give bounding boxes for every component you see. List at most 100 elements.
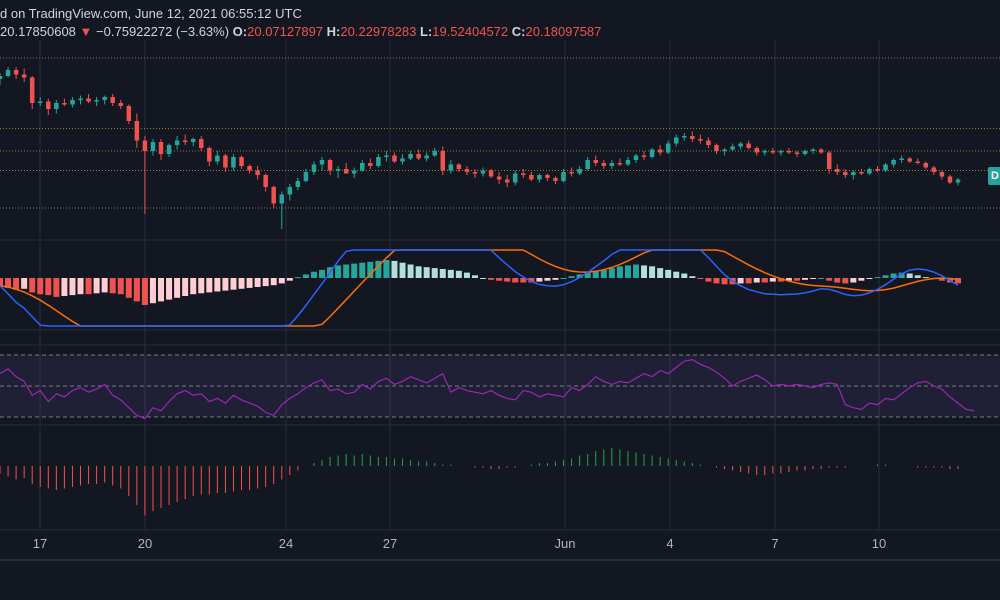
- macd-histogram-bar: [351, 263, 358, 278]
- macd-histogram-bar: [938, 278, 945, 281]
- candle-body: [698, 139, 703, 141]
- candle-body: [649, 149, 655, 157]
- macd-histogram-bar: [13, 278, 20, 290]
- oscillator-pane: [0, 448, 959, 516]
- macd-histogram-bar: [705, 278, 712, 282]
- candle-body: [738, 143, 743, 147]
- candle-body: [947, 176, 953, 183]
- candle-body: [923, 163, 929, 168]
- macd-histogram-bar: [689, 276, 696, 278]
- close-label: C:: [511, 24, 526, 39]
- down-arrow-icon: ▼: [79, 24, 93, 39]
- macd-histogram-bar: [568, 276, 575, 278]
- macd-histogram-bar: [600, 269, 607, 278]
- macd-histogram-bar: [665, 269, 672, 278]
- macd-histogram-bar: [174, 278, 181, 298]
- macd-histogram-bar: [278, 278, 285, 284]
- macd-histogram-bar: [158, 278, 165, 302]
- candle-body: [110, 97, 115, 103]
- candle-body: [722, 149, 727, 151]
- macd-histogram-bar: [793, 278, 800, 281]
- candle-body: [730, 146, 735, 150]
- candle-body: [408, 154, 413, 159]
- candle-body: [384, 155, 389, 157]
- macd-histogram-bar: [906, 273, 913, 278]
- candle-body: [126, 106, 132, 121]
- candle-body: [569, 172, 574, 174]
- candle-body: [867, 169, 872, 174]
- candle-body: [537, 175, 542, 180]
- candle-body: [496, 176, 502, 180]
- candle-body: [521, 173, 526, 175]
- low-value: 19.52404572: [432, 24, 509, 39]
- candle-body: [311, 164, 317, 172]
- macd-histogram-bar: [407, 264, 414, 278]
- macd-histogram-bar: [576, 274, 583, 278]
- macd-histogram-bar: [818, 278, 825, 279]
- macd-histogram-bar: [141, 278, 148, 305]
- macd-histogram-bar: [898, 272, 905, 278]
- candle-body: [875, 169, 880, 171]
- candle-body: [239, 157, 244, 166]
- macd-histogram-bar: [922, 277, 929, 279]
- candle-body: [633, 155, 639, 160]
- candle-body: [327, 160, 333, 171]
- macd-histogram-bar: [61, 278, 68, 296]
- x-tick-label: 4: [666, 536, 673, 551]
- macd-histogram-bar: [0, 278, 3, 287]
- candle-body: [231, 157, 236, 168]
- macd-histogram-bar: [882, 275, 889, 278]
- macd-histogram-bar: [431, 268, 438, 278]
- candle-body: [617, 163, 623, 165]
- macd-histogram-bar: [520, 278, 527, 283]
- candle-body: [134, 121, 140, 141]
- x-axis: 17 20 24 27 Jun 4 7 10: [0, 536, 1000, 561]
- macd-histogram-bar: [673, 271, 680, 278]
- macd-histogram-bar: [536, 278, 543, 282]
- rsi-line: [0, 358, 975, 420]
- x-tick-label: 7: [771, 536, 778, 551]
- macd-histogram-bar: [552, 278, 559, 280]
- candle-body: [440, 151, 446, 171]
- macd-histogram-bar: [616, 266, 623, 278]
- candle-body: [480, 170, 486, 174]
- source-line: d on TradingView.com, June 12, 2021 06:5…: [0, 6, 302, 21]
- candle-body: [851, 172, 856, 175]
- candle-body: [207, 148, 212, 162]
- macd-histogram-bar: [842, 278, 849, 284]
- open-label: O:: [232, 24, 248, 39]
- candle-body: [472, 172, 478, 174]
- macd-histogram-bar: [319, 269, 326, 278]
- candle-body: [899, 158, 904, 160]
- candle-body: [488, 170, 494, 177]
- candle-body: [529, 175, 534, 180]
- candle-body: [464, 169, 470, 172]
- macd-histogram-bar: [850, 278, 857, 283]
- macd-histogram-bar: [286, 278, 293, 281]
- macd-histogram-bar: [262, 278, 269, 287]
- candle-body: [915, 161, 920, 163]
- candle-body: [746, 143, 751, 148]
- candle-body: [931, 167, 937, 172]
- macd-histogram-bar: [480, 278, 487, 279]
- macd-histogram-bar: [890, 273, 897, 278]
- macd-histogram-bar: [415, 266, 422, 278]
- candle-body: [682, 136, 687, 138]
- macd-histogram-bar: [584, 272, 591, 278]
- candle-body: [102, 97, 107, 100]
- macd-histogram-bar: [182, 278, 189, 296]
- candle-body: [714, 145, 719, 151]
- candle-body: [142, 140, 148, 151]
- macd-histogram-bar: [21, 278, 28, 289]
- macd-histogram-bar: [697, 278, 704, 279]
- candle-body: [343, 169, 349, 174]
- candle-body: [368, 163, 373, 166]
- candle-body: [641, 155, 647, 157]
- candle-body: [247, 166, 252, 171]
- macd-histogram-bar: [166, 278, 173, 300]
- macd-histogram-bar: [125, 278, 132, 298]
- candle-body: [778, 151, 784, 153]
- candle-body: [174, 140, 180, 145]
- macd-histogram-bar: [375, 260, 382, 278]
